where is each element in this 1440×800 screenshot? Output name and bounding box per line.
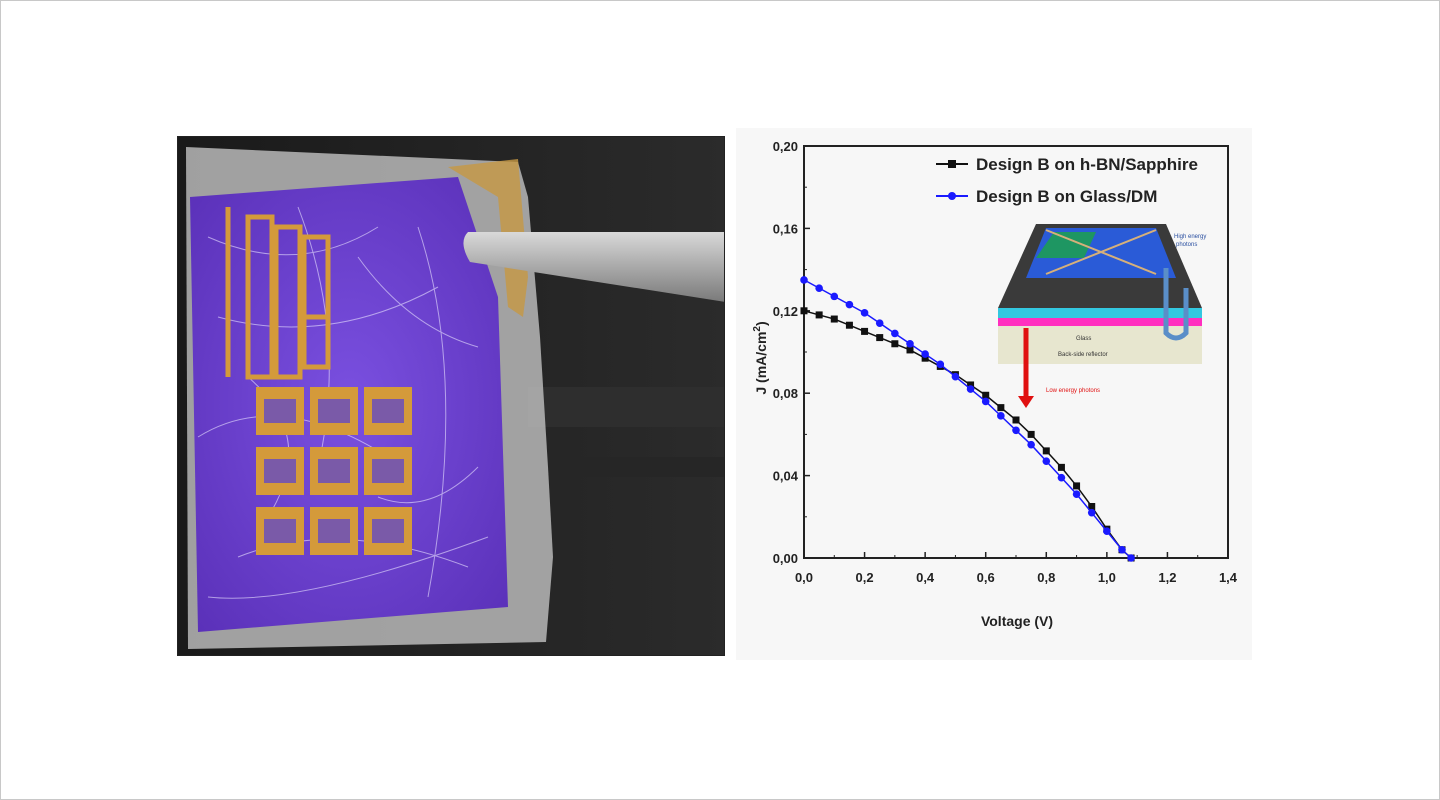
series-1-point [876,334,884,342]
series-2-point [875,319,884,327]
series-2-point [891,329,899,338]
series-2-point [981,397,990,406]
x-tick-label: 1,0 [1098,570,1116,585]
x-tick-label: 1,4 [1219,570,1238,585]
series-2-point [800,276,808,284]
series-2-point [1072,490,1081,498]
series-2-point [1118,545,1126,554]
series-2-point [966,385,975,393]
inset-green-layer [1036,232,1096,258]
series-1-point [906,346,914,354]
chart-legend: Design B on h-BN/Sapphire Design B on Gl… [936,155,1198,206]
series-2-point [1087,508,1096,517]
series-1-point [1042,447,1050,455]
inset-schematic: Glass Back-side reflector High energy ph… [998,224,1206,408]
x-axis-title: Voltage (V) [981,613,1053,629]
series-1-point [800,307,808,315]
y-axis-title-group: J (mA/cm2) [752,321,769,394]
series-2-point [830,292,839,301]
y-axis-title: J (mA/cm2) [752,321,769,394]
series-1-point [982,391,990,399]
series-2-point [1127,554,1135,562]
series-1-point [1073,482,1081,490]
series-2-point [951,372,960,381]
series-1-point [1057,463,1065,471]
y-tick-label: 0,20 [773,139,798,154]
inset-low-energy-label: Low energy photons [1046,388,1100,394]
chart-series-layer [800,276,1135,562]
series-1-point [830,315,838,323]
series-1-point [1012,416,1020,424]
x-tick-label: 0,6 [977,570,995,585]
device-photo [177,136,725,656]
series-1-point [861,327,869,335]
series-1-point [1027,430,1035,438]
inset-reflector-label: Back-side reflector [1058,352,1108,358]
series-2-point [936,360,945,369]
inset-glass-layer [998,326,1202,364]
series-2-point [921,350,929,358]
series-2-point [845,300,854,309]
series-1-point [815,311,823,319]
inset-cyan-layer [998,308,1202,318]
series-2-point [815,284,823,292]
x-tick-label: 0,2 [856,570,874,585]
legend-label-series-1: Design B on h-BN/Sapphire [976,155,1198,174]
series-2-point [997,412,1005,420]
series-1-point [967,381,975,389]
y-tick-label: 0,04 [773,469,799,484]
series-1-point [891,340,899,348]
series-1-point [921,354,929,362]
legend-marker-series-1 [948,160,956,168]
jv-chart-panel: 0,0 0,2 0,4 0,6 0,8 1,0 1,2 1,4 0,00 0,04 0,08 0,12… [736,128,1252,660]
series-1-point [1088,503,1096,510]
y-tick-label: 0,12 [773,304,798,319]
series-2-point [1012,426,1020,435]
y-tick-label: 0,08 [773,386,798,401]
inset-high-energy-label-2: photons [1176,242,1197,248]
series-1-point [845,321,853,329]
series-2-point [860,309,869,317]
legend-label-series-2: Design B on Glass/DM [976,187,1157,206]
inset-low-energy-arrowhead [1018,396,1034,408]
jv-chart: 0,0 0,2 0,4 0,6 0,8 1,0 1,2 1,4 0,00 0,04 0,08 0,12… [752,139,1238,629]
series-1-point [997,404,1005,412]
inset-magenta-layer [998,318,1202,326]
series-2-point [1103,527,1111,536]
inset-high-energy-arrow [1163,268,1189,341]
chart-ticks: 0,0 0,2 0,4 0,6 0,8 1,0 1,2 1,4 0,00 0,04 0,08 0,12… [773,139,1238,585]
inset-glass-label: Glass [1076,336,1091,342]
series-2-point [1057,473,1066,482]
y-tick-label: 0,00 [773,551,798,566]
legend-marker-series-2 [948,192,956,200]
x-tick-label: 1,2 [1158,570,1176,585]
x-tick-label: 0,4 [916,570,935,585]
inset-diag-2 [1045,229,1157,275]
x-tick-label: 0,0 [795,570,813,585]
series-2-point [1027,440,1035,449]
x-tick-label: 0,8 [1037,570,1055,585]
series-2-point [906,339,914,348]
y-tick-label: 0,16 [773,221,798,236]
series-2-point [1042,457,1051,465]
inset-high-energy-label-1: High energy [1174,234,1206,240]
